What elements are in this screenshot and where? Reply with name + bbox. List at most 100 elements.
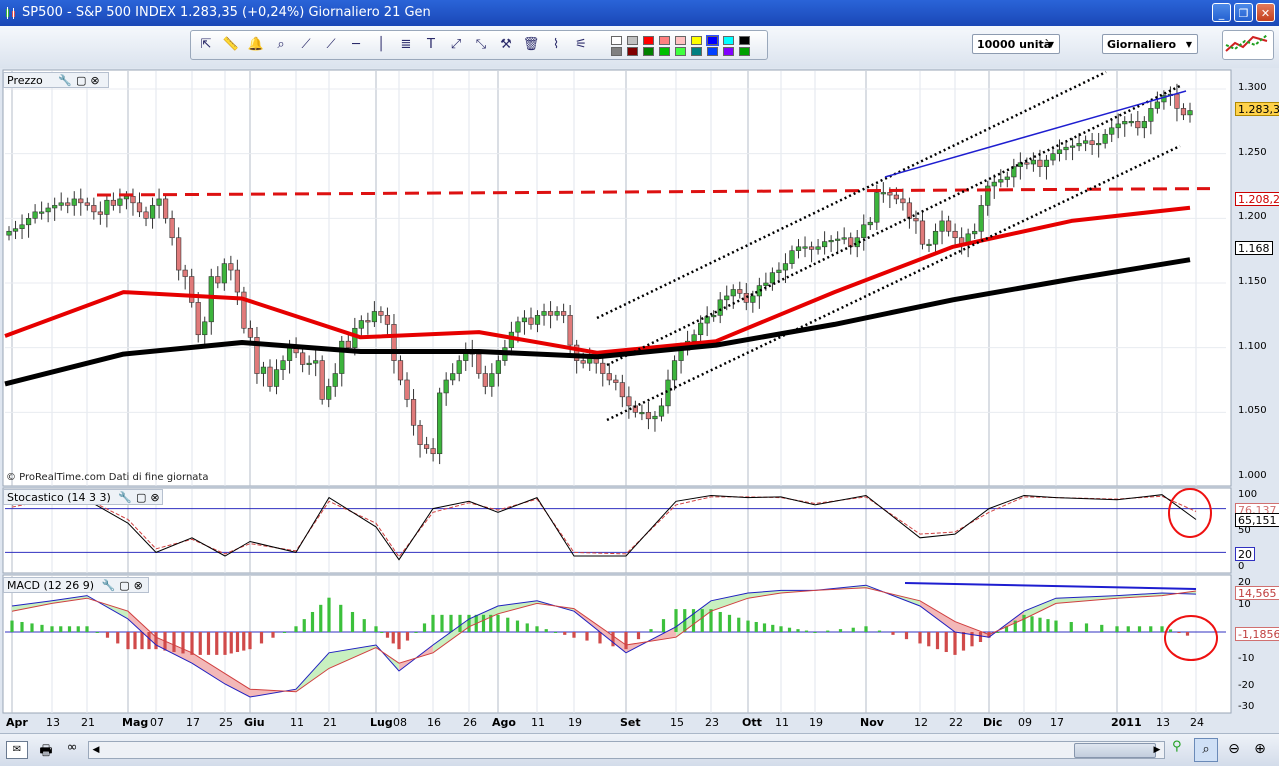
bull-candle	[313, 360, 319, 364]
zoom-magnifier-icon[interactable]: ⌕	[277, 37, 285, 52]
bull-candle	[332, 373, 338, 387]
color-swatch[interactable]	[723, 47, 734, 56]
color-swatch[interactable]	[643, 36, 654, 45]
scroll-left-icon[interactable]: ◀	[92, 745, 100, 755]
indicator-icon[interactable]: ⚟	[575, 37, 587, 52]
macd-histogram-bar	[198, 632, 202, 655]
macd-histogram-bar	[235, 632, 240, 653]
candlestick-app-icon	[6, 7, 15, 19]
bear-candle	[1089, 140, 1095, 145]
color-swatch[interactable]	[659, 36, 670, 45]
macd-histogram-bar	[50, 626, 54, 632]
macd-histogram-bar	[927, 632, 931, 647]
bell-icon[interactable]: 🔔	[247, 37, 265, 52]
macd-histogram-bar	[515, 620, 520, 632]
x-axis-label: 26	[463, 716, 477, 729]
color-swatch[interactable]	[611, 47, 622, 56]
wrench-icon[interactable]: 🔧	[101, 579, 116, 592]
macd-histogram-bar	[904, 632, 909, 640]
x-axis-label: 07	[150, 716, 164, 729]
pointer-icon[interactable]: ⇱	[200, 37, 212, 52]
chart-tool-icon[interactable]: ⚲	[1172, 739, 1182, 754]
chart-area[interactable]	[0, 68, 1279, 733]
bull-candle	[769, 272, 776, 284]
color-swatch[interactable]	[739, 36, 750, 45]
minimize-button[interactable]: _	[1212, 3, 1231, 22]
color-swatch[interactable]	[675, 47, 686, 56]
window-icon[interactable]: ▢	[135, 491, 147, 504]
color-swatch[interactable]	[627, 47, 638, 56]
macd-signal-fill	[1117, 593, 1162, 599]
close-button[interactable]: ✕	[1256, 3, 1275, 22]
bear-candle	[228, 263, 234, 271]
color-swatch[interactable]	[707, 47, 718, 56]
scroll-right-icon[interactable]: ▶	[1153, 745, 1161, 755]
channel-upper-line	[596, 70, 1107, 320]
price-axis-label: 1.100	[1238, 340, 1267, 352]
x-axis-label: Giu	[244, 716, 265, 729]
stochastic-pane	[2, 487, 1232, 574]
window-icon[interactable]: ▢	[75, 74, 87, 87]
color-swatch[interactable]	[627, 36, 638, 45]
x-axis-label: Mag	[122, 716, 149, 729]
window-icon[interactable]: ▢	[119, 579, 130, 592]
horizontal-scrollbar[interactable]: ◀ ▶	[88, 741, 1165, 759]
vertical-line-icon[interactable]: │	[377, 37, 385, 52]
macd-histogram-bar	[1100, 624, 1104, 632]
period-select[interactable]: Giornaliero ▼	[1102, 34, 1198, 54]
trendline-icon[interactable]: ⟋	[326, 37, 336, 52]
restore-button[interactable]: ❐	[1234, 3, 1253, 22]
zoom-fit-icon[interactable]: ⌕	[1194, 738, 1218, 762]
scrollbar-thumb[interactable]	[1074, 743, 1156, 758]
close-pane-icon[interactable]: ⊗	[150, 491, 160, 504]
arrow-up-icon[interactable]: ⤢	[450, 37, 462, 52]
close-pane-icon[interactable]: ⊗	[90, 74, 100, 87]
macd-histogram-bar	[391, 632, 395, 644]
color-swatch[interactable]	[659, 47, 670, 56]
tools-icon[interactable]: ⚒	[500, 37, 512, 52]
bear-candle	[378, 311, 384, 316]
color-swatch[interactable]	[691, 47, 702, 56]
x-axis-label: 09	[1018, 716, 1032, 729]
bull-candle	[711, 315, 717, 318]
color-swatch[interactable]	[723, 36, 734, 45]
stochastic-pane-title: Stocastico (14 3 3)	[7, 491, 111, 504]
units-select[interactable]: 10000 unità ▼	[972, 34, 1060, 54]
trash-icon[interactable]: 🗑	[522, 37, 540, 52]
macd-histogram-bar	[242, 632, 246, 651]
color-swatch[interactable]	[611, 36, 622, 45]
color-swatch[interactable]	[643, 47, 654, 56]
bear-candle	[234, 269, 240, 293]
macd-histogram-bar	[838, 629, 843, 632]
ruler-icon[interactable]: 📏	[222, 37, 240, 52]
glasses-icon[interactable]: ∞	[66, 740, 78, 755]
zoom-out-icon[interactable]: ⊖	[1228, 741, 1240, 757]
text-icon[interactable]: T	[427, 37, 435, 52]
macd-histogram-bar	[339, 604, 343, 632]
chart-type-button[interactable]	[1222, 30, 1274, 60]
chart-pattern-icon[interactable]: ⌇	[552, 37, 560, 52]
wrench-icon[interactable]: 🔧	[118, 491, 132, 504]
color-swatch[interactable]	[739, 47, 750, 56]
macd-histogram-bar	[282, 632, 287, 633]
color-swatch[interactable]	[706, 35, 719, 46]
macd-histogram-bar	[147, 632, 151, 650]
zoom-in-icon[interactable]: ⊕	[1254, 741, 1266, 757]
print-icon[interactable]: 🖶	[39, 743, 53, 759]
horizontal-line-icon[interactable]: ─	[352, 37, 360, 52]
line-icon[interactable]: ⟋	[301, 37, 311, 52]
fibonacci-icon[interactable]: ≣	[400, 37, 412, 52]
close-pane-icon[interactable]: ⊗	[133, 579, 143, 592]
macd-signal-fill	[920, 600, 955, 632]
color-swatch[interactable]	[691, 36, 702, 45]
macd-histogram-bar	[172, 632, 176, 653]
macd-signal-fill	[329, 645, 376, 669]
color-swatch[interactable]	[675, 36, 686, 45]
macd-histogram-bar	[1069, 621, 1073, 632]
wrench-icon[interactable]: 🔧	[58, 74, 72, 87]
bear-candle	[143, 211, 149, 219]
macd-histogram-bar	[891, 632, 895, 635]
arrow-down-icon[interactable]: ⤡	[475, 37, 487, 52]
mail-icon[interactable]: ✉	[6, 741, 28, 759]
x-axis-label: 21	[323, 716, 337, 729]
